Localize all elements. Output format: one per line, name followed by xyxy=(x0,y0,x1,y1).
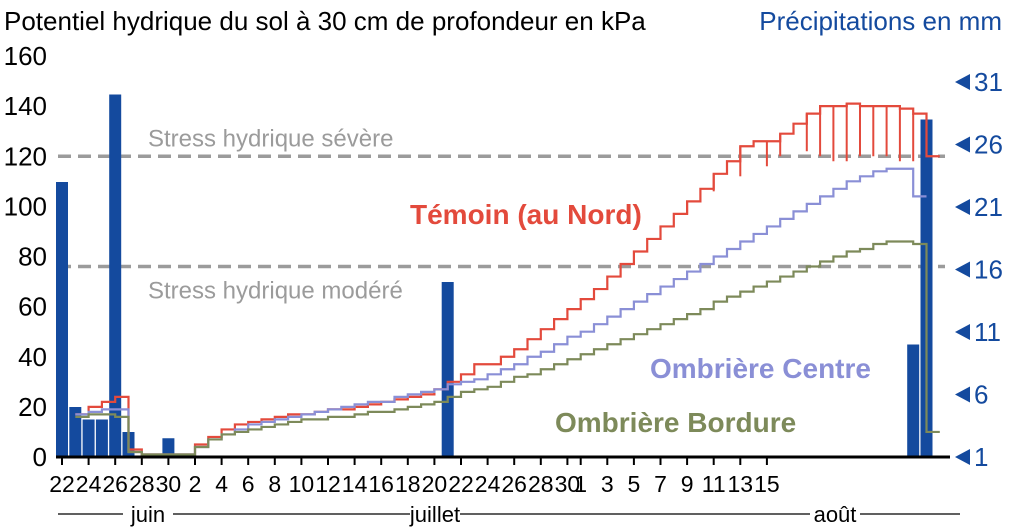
series-line xyxy=(75,167,927,456)
x-tick-label: 4 xyxy=(215,471,228,497)
y-left-tick-label: 60 xyxy=(18,292,47,322)
x-tick-label: 12 xyxy=(315,471,341,497)
x-tick-label: 13 xyxy=(728,471,754,497)
y-left-tick-label: 160 xyxy=(4,41,47,71)
series-line xyxy=(75,102,940,456)
x-tick-label: 22 xyxy=(448,471,474,497)
y-left-tick-label: 40 xyxy=(18,342,47,372)
x-tick-label: 1 xyxy=(574,471,587,497)
rain-bar xyxy=(441,282,454,457)
y-right-tick-label: 26 xyxy=(974,130,1003,160)
x-tick-label: 24 xyxy=(76,471,102,497)
x-tick-label: 2 xyxy=(189,471,202,497)
y-right-tick-marker xyxy=(955,74,970,90)
y-right-tick-marker xyxy=(955,449,970,465)
x-tick-label: 30 xyxy=(555,471,581,497)
rain-bar xyxy=(907,344,920,457)
y-right-tick-label: 1 xyxy=(974,442,988,472)
y-right-tick-marker xyxy=(955,386,970,403)
threshold-label: Stress hydrique sévère xyxy=(148,125,393,152)
y-right-tick-marker xyxy=(955,261,970,278)
month-label: juillet xyxy=(409,502,460,527)
series-label: Ombrière Centre xyxy=(650,353,871,384)
x-tick-label: 26 xyxy=(102,471,128,497)
right-axis-title: Précipitations en mm xyxy=(759,6,1002,36)
y-left-tick-label: 120 xyxy=(4,141,47,171)
x-tick-label: 9 xyxy=(681,471,694,497)
y-right-tick-label: 31 xyxy=(974,67,1003,97)
threshold-label: Stress hydrique modéré xyxy=(148,278,403,305)
x-tick-label: 22 xyxy=(49,471,75,497)
y-right-tick-label: 11 xyxy=(974,317,1001,347)
chart-gridlines xyxy=(58,154,945,269)
rain-bar xyxy=(56,182,68,457)
x-tick-label: 24 xyxy=(475,471,501,497)
month-label: juin xyxy=(130,502,165,527)
series-lines xyxy=(75,102,940,456)
y-right-tick-marker xyxy=(955,199,970,215)
y-right-tick-label: 6 xyxy=(974,380,988,410)
x-tick-label: 8 xyxy=(268,471,281,497)
x-tick-label: 5 xyxy=(628,471,641,497)
series-label: Témoin (au Nord) xyxy=(410,199,642,230)
x-tick-label: 30 xyxy=(156,471,182,497)
y-right-tick-label: 16 xyxy=(974,255,1003,285)
rain-bar xyxy=(95,419,108,457)
chart-labels: Stress hydrique sévère Stress hydrique mo… xyxy=(148,125,871,438)
x-tick-label: 20 xyxy=(422,471,448,497)
rain-bar xyxy=(69,407,82,457)
series-line xyxy=(75,240,940,456)
x-tick-label: 28 xyxy=(528,471,554,497)
x-tick-label: 10 xyxy=(289,471,315,497)
x-tick-label: 6 xyxy=(242,471,255,497)
y-right-tick-label: 21 xyxy=(974,192,1003,222)
x-tick-label: 26 xyxy=(501,471,527,497)
y-left-tick-label: 100 xyxy=(4,191,47,221)
y-left-tick-label: 0 xyxy=(33,442,47,472)
y-right-tick-marker xyxy=(955,324,970,340)
x-tick-label: 14 xyxy=(342,471,368,497)
x-tick-label: 3 xyxy=(601,471,614,497)
series-label: Ombrière Bordure xyxy=(555,407,796,438)
x-tick-label: 18 xyxy=(395,471,421,497)
left-axis-title: Potentiel hydrique du sol à 30 cm de pro… xyxy=(4,6,646,36)
x-tick-label: 11 xyxy=(702,471,726,497)
month-label: août xyxy=(814,502,857,527)
x-tick-label: 16 xyxy=(368,471,394,497)
y-right-tick-marker xyxy=(955,136,970,153)
y-left-tick-label: 140 xyxy=(4,91,47,121)
y-left-tick-label: 80 xyxy=(18,242,47,272)
rain-bar xyxy=(162,438,175,457)
rain-bar xyxy=(109,94,122,457)
x-tick-label: 7 xyxy=(654,471,667,497)
rain-bar xyxy=(82,419,95,457)
x-tick-label: 15 xyxy=(754,471,780,497)
y-left-tick-label: 20 xyxy=(18,392,47,422)
x-tick-label: 28 xyxy=(129,471,155,497)
